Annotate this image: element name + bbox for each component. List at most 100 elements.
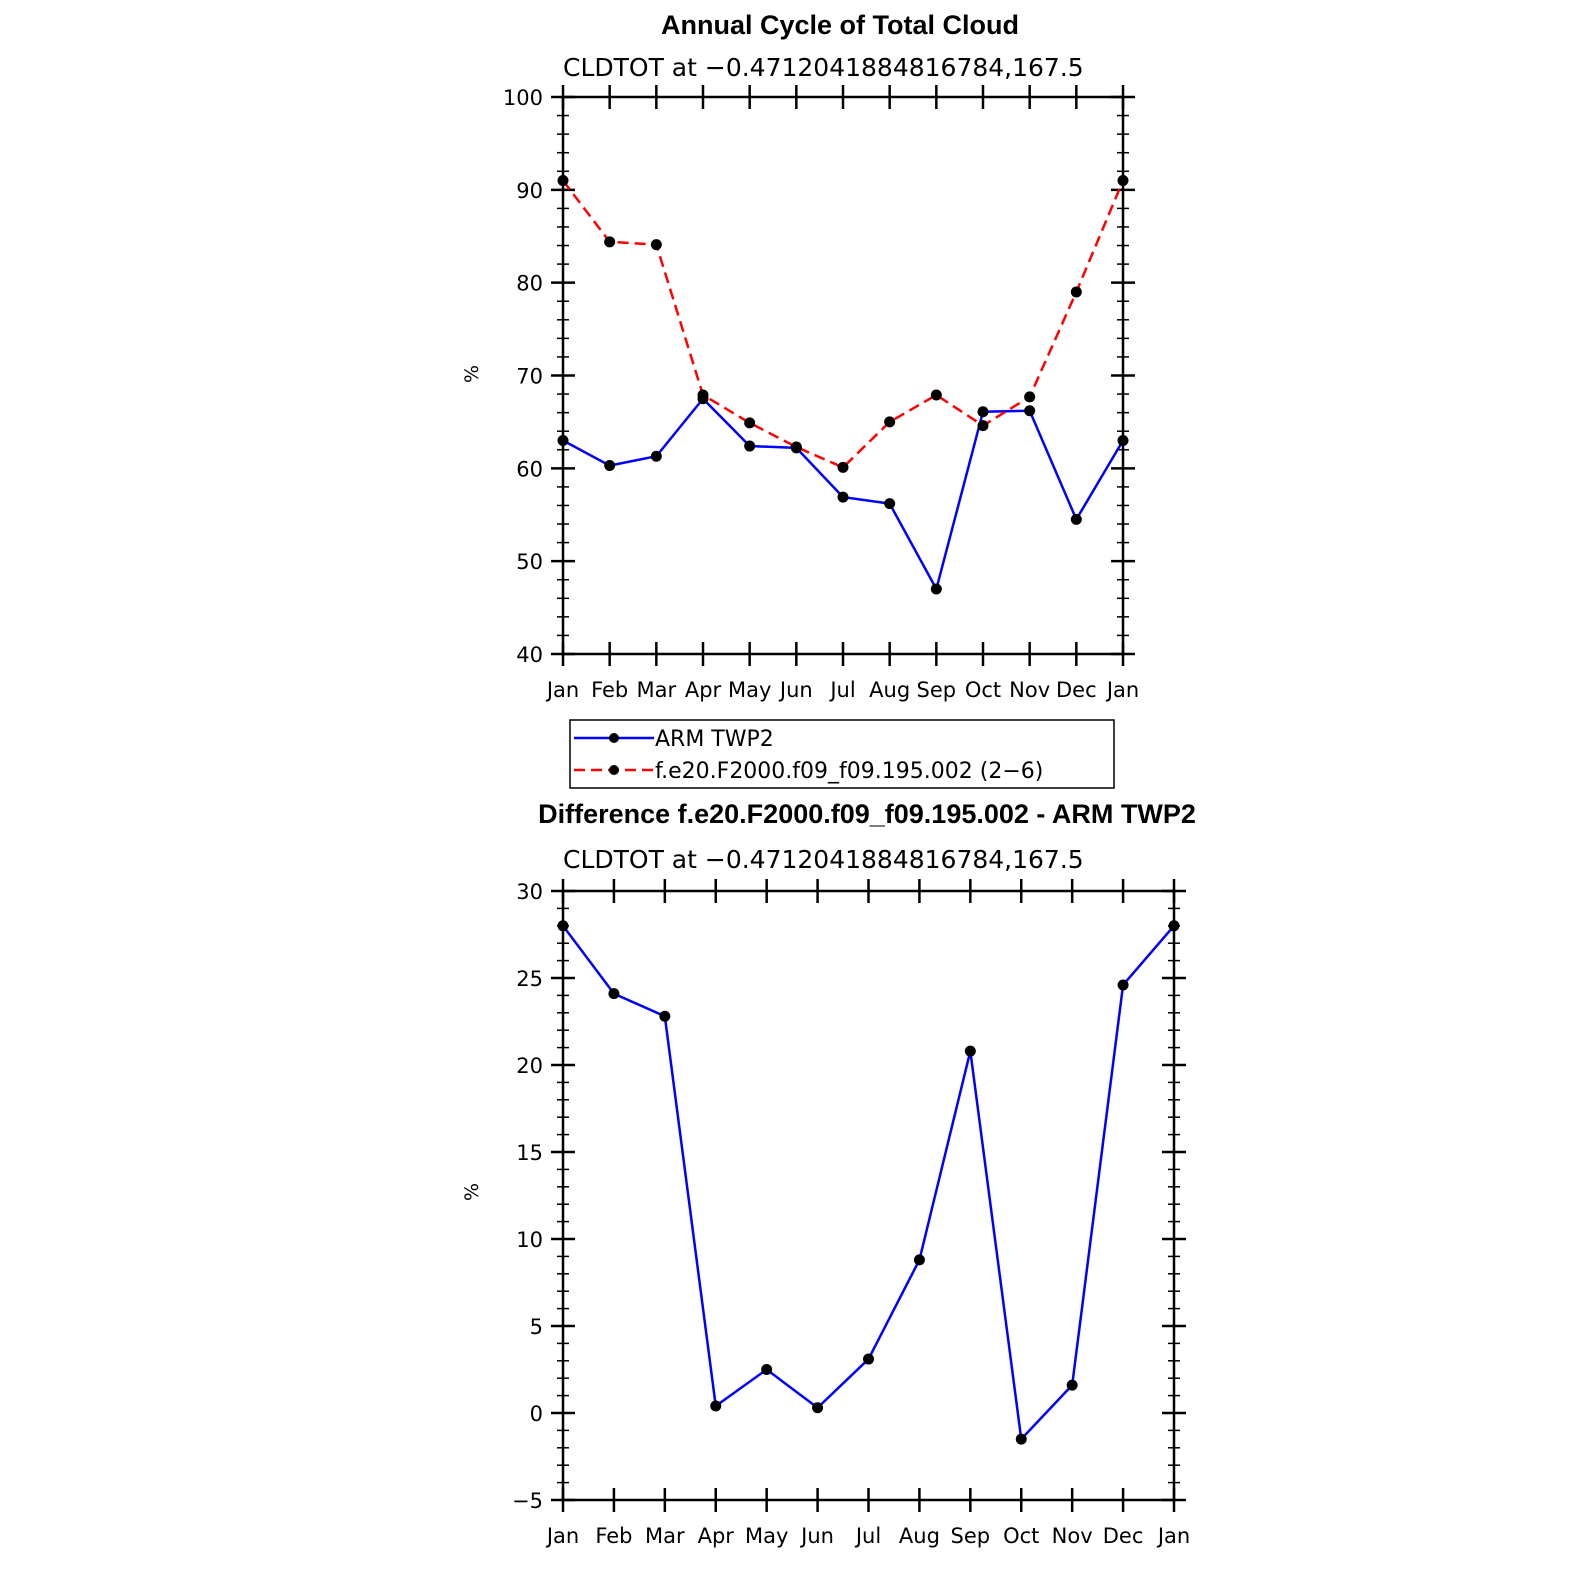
x-tick-label: Mar — [645, 1524, 685, 1548]
axes: −5 0 5 10 15 20 25 30 Jan Feb Mar Apr May Jun Jul Aug Se… — [512, 879, 1190, 1548]
y-tick-label: 15 — [516, 1141, 543, 1165]
data-point — [964, 1045, 976, 1057]
legend-box — [569, 719, 1115, 789]
chart-subtitle: CLDTOT at −0.4712041884816784,167.5 — [563, 53, 1084, 82]
chart-title: Annual Cycle of Total Cloud — [661, 10, 1019, 40]
x-tick-label: Jan — [545, 678, 579, 702]
data-point — [930, 389, 942, 401]
x-tick-label: Aug — [869, 678, 910, 702]
x-tick-label: Nov — [1052, 1524, 1093, 1548]
y-tick-label: 30 — [516, 880, 543, 904]
data-point — [837, 491, 849, 503]
x-tick-label: Apr — [698, 1524, 735, 1548]
x-tick-label: May — [728, 678, 771, 702]
data-point — [884, 416, 896, 428]
legend-label-model: f.e20.F2000.f09_f09.195.002 (2−6) — [655, 759, 1043, 784]
y-tick-label: 0 — [530, 1402, 543, 1426]
data-point — [1066, 1379, 1078, 1391]
chart-subtitle: CLDTOT at −0.4712041884816784,167.5 — [563, 845, 1084, 874]
data-point — [1070, 286, 1082, 298]
data-point — [837, 461, 849, 473]
data-point — [650, 450, 662, 462]
data-point — [1024, 391, 1036, 403]
legend-marker-arm — [609, 733, 619, 743]
y-axis-label: % — [461, 1183, 483, 1201]
data-point — [659, 1010, 671, 1022]
x-tick-label: Mar — [637, 678, 677, 702]
x-tick-label: Jul — [854, 1524, 881, 1548]
x-tick-label: Nov — [1009, 678, 1050, 702]
data-point — [913, 1254, 925, 1266]
y-tick-label: 40 — [516, 643, 543, 667]
legend-marker-model — [609, 765, 619, 775]
series-layer — [557, 920, 1180, 1445]
x-tick-label: Sep — [951, 1524, 991, 1548]
y-tick-label: 25 — [516, 967, 543, 991]
y-tick-label: 20 — [516, 1054, 543, 1078]
data-point — [604, 460, 616, 472]
y-tick-label: 80 — [516, 272, 543, 296]
data-point — [1117, 434, 1129, 446]
series-layer — [557, 175, 1129, 595]
x-tick-label: Jan — [1156, 1524, 1190, 1548]
y-axis-label: % — [461, 365, 483, 383]
x-tick-label: May — [745, 1524, 788, 1548]
data-point — [710, 1400, 722, 1412]
data-point — [1015, 1433, 1027, 1445]
data-point — [930, 583, 942, 595]
y-tick-label: −5 — [512, 1489, 543, 1513]
annual-cycle-chart: Annual Cycle of Total Cloud CLDTOT at −0… — [461, 10, 1139, 789]
series-line — [562, 179, 1125, 469]
data-point — [608, 988, 620, 1000]
data-point — [557, 920, 569, 932]
legend: ARM TWP2 f.e20.F2000.f09_f09.195.002 (2−… — [569, 719, 1115, 789]
x-tick-label: Oct — [1003, 1524, 1039, 1548]
data-point — [863, 1353, 874, 1365]
y-tick-label: 70 — [516, 365, 543, 389]
data-point — [557, 175, 569, 187]
x-tick-label: Jul — [828, 678, 855, 702]
x-tick-label: Jan — [1105, 678, 1139, 702]
x-tick-label: Oct — [965, 678, 1001, 702]
y-tick-label: 5 — [530, 1315, 543, 1339]
x-tick-label: Feb — [591, 678, 628, 702]
y-tick-label: 60 — [516, 457, 543, 481]
data-point — [557, 434, 569, 446]
x-tick-label: Apr — [685, 678, 722, 702]
data-point — [977, 420, 989, 432]
data-point — [1117, 979, 1129, 991]
x-tick-label: Feb — [595, 1524, 632, 1548]
data-point — [650, 239, 662, 251]
legend-label-arm: ARM TWP2 — [655, 727, 774, 752]
data-point — [790, 441, 802, 453]
data-point — [1168, 920, 1180, 932]
x-tick-label: Sep — [917, 678, 957, 702]
data-point — [884, 498, 896, 510]
plot-frame — [561, 889, 1176, 1502]
data-point — [812, 1402, 824, 1414]
y-tick-label: 100 — [503, 86, 543, 110]
y-tick-label: 50 — [516, 550, 543, 574]
x-tick-label: Jan — [545, 1524, 579, 1548]
y-tick-label: 90 — [516, 179, 543, 203]
data-point — [744, 417, 756, 429]
data-point — [744, 440, 756, 452]
data-point — [604, 236, 616, 248]
axes: 40 50 60 70 80 90 100 Jan Feb Mar Apr May Jun Jul Aug S… — [503, 85, 1139, 702]
difference-chart: Difference f.e20.F2000.f09_f09.195.002 -… — [461, 799, 1196, 1548]
x-tick-label: Aug — [899, 1524, 940, 1548]
data-point — [761, 1364, 773, 1375]
data-point — [697, 389, 709, 401]
data-point — [1024, 405, 1036, 417]
y-tick-label: 10 — [516, 1228, 543, 1252]
x-tick-label: Dec — [1103, 1524, 1144, 1548]
chart-title: Difference f.e20.F2000.f09_f09.195.002 -… — [538, 799, 1196, 829]
x-tick-label: Dec — [1056, 678, 1097, 702]
x-tick-label: Jun — [778, 678, 813, 702]
data-point — [1117, 175, 1129, 187]
plot-frame — [561, 95, 1125, 656]
data-point — [1070, 513, 1082, 525]
x-tick-label: Jun — [799, 1524, 834, 1548]
data-point — [977, 406, 989, 418]
